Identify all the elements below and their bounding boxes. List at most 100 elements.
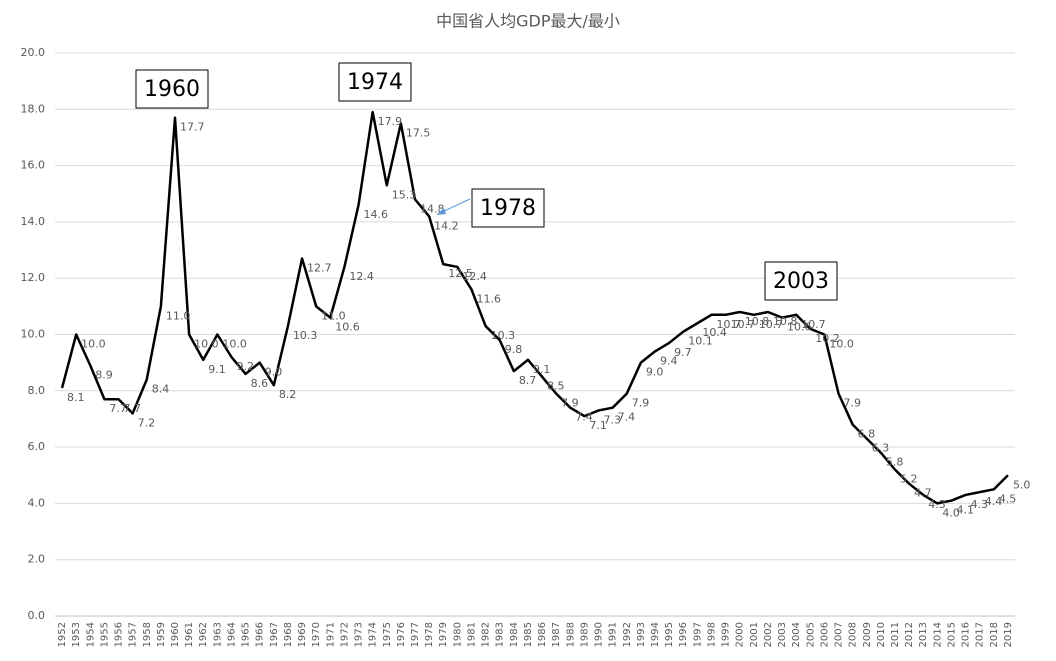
y-tick-label: 2.0: [28, 553, 46, 566]
data-label: 10.3: [491, 329, 516, 342]
x-tick-label: 2009: [862, 622, 873, 647]
x-tick-label: 2018: [989, 622, 1000, 647]
data-label: 10.6: [787, 321, 812, 334]
data-label: 17.5: [406, 126, 431, 139]
x-tick-label: 2011: [890, 622, 901, 647]
x-tick-label: 2004: [791, 622, 802, 647]
x-tick-label: 1979: [438, 622, 449, 647]
x-tick-label: 2016: [961, 622, 972, 647]
data-label: 4.0: [942, 506, 960, 519]
y-tick-label: 12.0: [21, 271, 46, 284]
x-tick-label: 2017: [975, 622, 986, 647]
x-tick-label: 1996: [678, 622, 689, 647]
x-tick-label: 1956: [114, 622, 125, 647]
x-tick-label: 1988: [565, 622, 576, 647]
data-label: 8.1: [67, 391, 85, 404]
x-tick-label: 1969: [297, 622, 308, 647]
data-label: 10.0: [81, 338, 106, 351]
x-tick-label: 1978: [424, 622, 435, 647]
annotation: 1974: [347, 70, 403, 95]
x-tick-label: 2003: [777, 622, 788, 647]
x-tick-label: 1983: [495, 622, 506, 647]
annotation: 2003: [773, 269, 829, 294]
x-tick-label: 1998: [706, 622, 717, 647]
data-label: 9.1: [533, 363, 551, 376]
data-label: 4.1: [956, 504, 974, 517]
data-label: 7.3: [604, 414, 622, 427]
x-tick-label: 1989: [579, 622, 590, 647]
y-tick-label: 18.0: [21, 102, 46, 115]
data-label: 7.1: [589, 419, 607, 432]
data-label: 17.9: [378, 115, 403, 128]
x-tick-label: 2014: [932, 622, 943, 647]
data-label: 7.9: [844, 397, 862, 410]
data-label: 10.0: [829, 338, 854, 351]
data-label: 4.3: [928, 498, 946, 511]
y-tick-label: 10.0: [21, 328, 46, 341]
data-label: 9.4: [660, 354, 678, 367]
data-label: 14.8: [420, 202, 445, 215]
x-tick-label: 1986: [537, 622, 548, 647]
data-label: 9.0: [265, 366, 283, 379]
annotation: 1960: [144, 77, 200, 102]
data-label: 7.9: [561, 397, 579, 410]
data-label: 7.9: [632, 397, 650, 410]
data-label: 4.7: [914, 487, 932, 500]
annotation-box: [471, 188, 545, 228]
x-tick-label: 2007: [834, 622, 845, 647]
data-label: 12.7: [307, 261, 332, 274]
x-tick-label: 1952: [57, 622, 68, 647]
x-tick-label: 1973: [354, 622, 365, 647]
data-label: 7.2: [138, 416, 156, 429]
data-label: 8.4: [152, 383, 170, 396]
x-tick-label: 1991: [608, 622, 619, 647]
data-label: 15.3: [392, 188, 417, 201]
x-tick-label: 1982: [481, 622, 492, 647]
x-tick-label: 1963: [212, 622, 223, 647]
x-tick-label: 1972: [339, 622, 350, 647]
x-tick-label: 1985: [523, 622, 534, 647]
data-label: 8.2: [279, 388, 297, 401]
x-tick-label: 2001: [749, 622, 760, 647]
x-tick-label: 1999: [721, 622, 732, 647]
arrow: [441, 198, 471, 213]
x-tick-label: 2006: [819, 622, 830, 647]
x-tick-label: 2015: [946, 622, 957, 647]
data-label: 11.0: [166, 309, 191, 322]
x-tick-label: 1970: [311, 622, 322, 647]
x-tick-label: 1967: [269, 622, 280, 647]
data-label: 17.7: [180, 121, 205, 134]
data-label: 8.9: [95, 368, 113, 381]
data-label: 10.0: [194, 338, 219, 351]
x-tick-label: 1997: [692, 622, 703, 647]
x-tick-label: 1971: [325, 622, 336, 647]
data-label: 14.2: [434, 219, 459, 232]
x-tick-label: 1962: [198, 622, 209, 647]
data-label: 11.0: [321, 309, 346, 322]
data-label: 12.4: [462, 270, 487, 283]
data-label: 7.4: [618, 411, 636, 424]
x-tick-label: 1975: [382, 622, 393, 647]
data-label: 7.4: [575, 411, 593, 424]
x-tick-label: 1976: [396, 622, 407, 647]
data-label: 9.8: [505, 343, 523, 356]
data-label: 10.2: [815, 332, 840, 345]
annotation-box: [135, 69, 209, 109]
data-label: 4.3: [971, 498, 989, 511]
data-label: 11.6: [476, 292, 501, 305]
x-tick-label: 1993: [636, 622, 647, 647]
series-line: [60, 110, 1009, 505]
y-tick-label: 4.0: [28, 496, 46, 509]
x-tick-label: 1995: [664, 622, 675, 647]
y-tick-label: 8.0: [28, 384, 46, 397]
annotation: 1978: [480, 196, 536, 221]
data-label: 4.4: [985, 495, 1003, 508]
data-label: 6.8: [858, 428, 876, 441]
data-label: 8.6: [251, 377, 269, 390]
data-label: 5.0: [1013, 478, 1031, 491]
data-label: 10.7: [716, 318, 741, 331]
x-tick-label: 1966: [255, 622, 266, 647]
data-label: 10.7: [731, 318, 756, 331]
data-label: 10.6: [335, 321, 360, 334]
